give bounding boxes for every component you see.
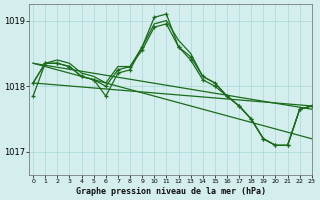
X-axis label: Graphe pression niveau de la mer (hPa): Graphe pression niveau de la mer (hPa): [76, 187, 266, 196]
